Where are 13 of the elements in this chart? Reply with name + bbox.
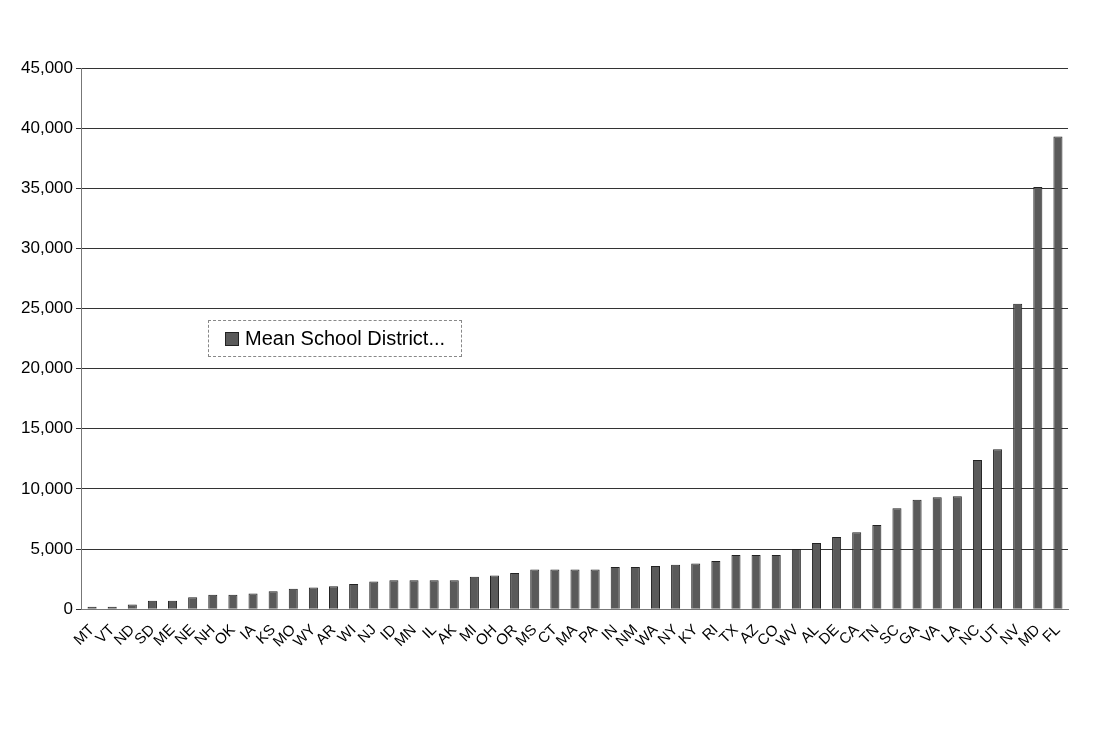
- y-tick-label: 25,000: [21, 298, 73, 318]
- y-tick-label: 35,000: [21, 177, 73, 197]
- y-tick-label: 5,000: [30, 538, 73, 558]
- y-tick-label: 20,000: [21, 358, 73, 378]
- y-tick-label: 40,000: [21, 117, 73, 137]
- legend-label: Mean School District...: [245, 327, 446, 350]
- y-tick-label: 10,000: [21, 478, 73, 498]
- y-tick-label: 30,000: [21, 238, 73, 258]
- x-tick-label: IL: [418, 620, 440, 642]
- y-tick-label: 0: [63, 598, 73, 618]
- y-tick-label: 15,000: [21, 418, 73, 438]
- x-tick-label: FL: [1038, 620, 1063, 645]
- y-tick-label: 45,000: [21, 57, 73, 77]
